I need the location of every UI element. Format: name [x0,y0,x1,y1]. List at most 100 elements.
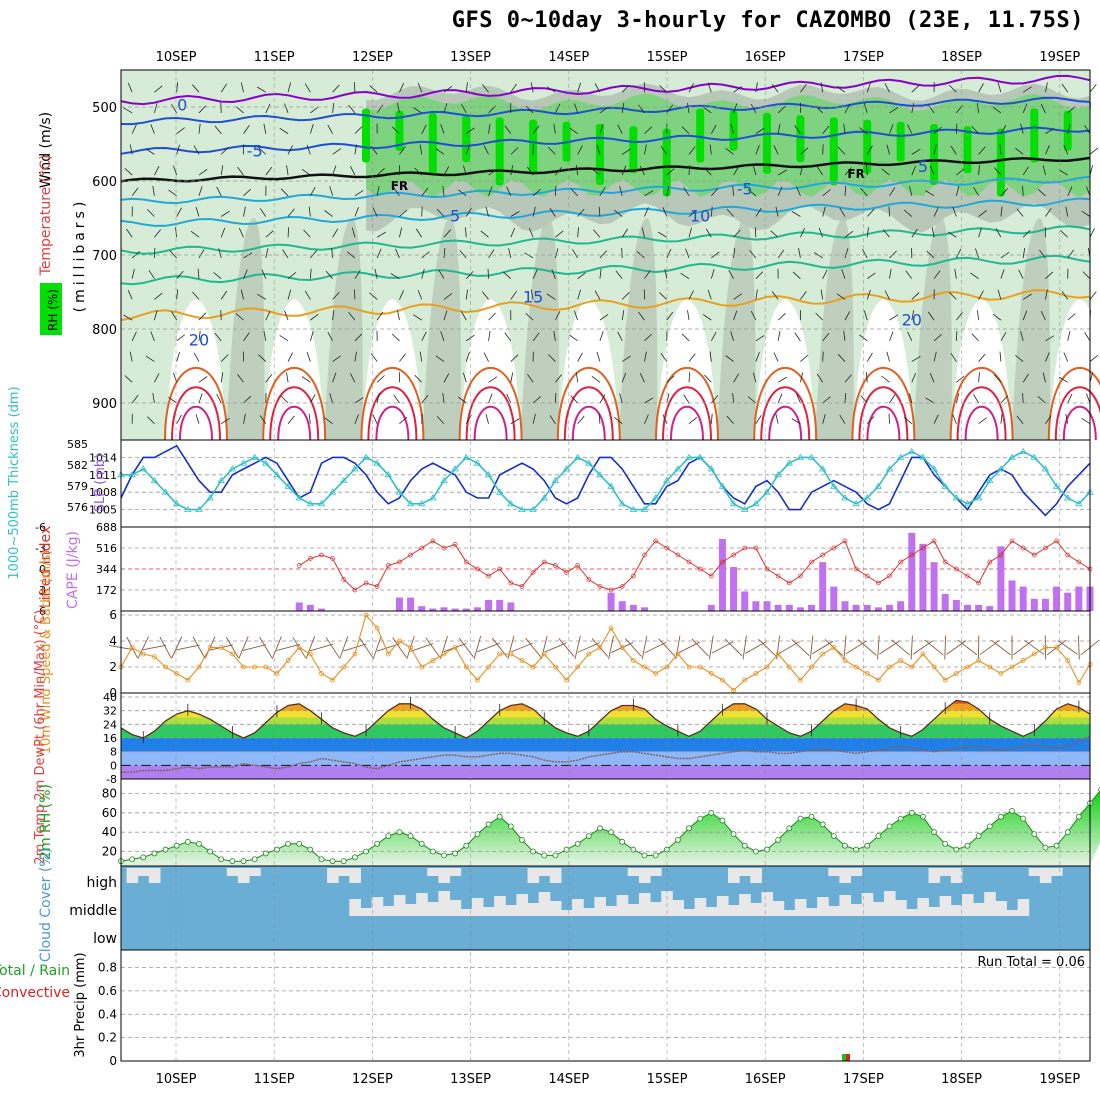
li-marker [809,559,814,565]
wind-barb [777,105,786,114]
wind-barb [220,310,222,321]
wind-barb [481,84,489,93]
wind-barb [488,169,498,176]
precip-tick-label: 0.6 [98,984,117,998]
wind-barb [617,124,623,134]
wind-barb [710,124,717,134]
wind-barb [816,373,824,383]
cloud-high-gap [750,868,762,883]
wind-barb [1045,145,1050,155]
isotherm-warm-loop [571,405,606,441]
rh-marker [975,833,982,839]
rh-dry-region [951,299,1012,440]
wind-barb [440,124,445,134]
isotherm-warm-loop [1054,386,1100,441]
cape-bar [841,601,849,611]
wind-barb [794,332,801,342]
isotherm-line [120,197,1091,227]
wind-barb [216,393,222,404]
wind-barb [662,207,668,217]
wind-barb [243,269,248,279]
wind-barb [688,353,696,362]
wind-barb [280,395,289,404]
cloud-high-gap [950,868,963,883]
wind-barb [709,351,712,362]
wind-barb [884,290,890,300]
thickness-marker [1019,447,1027,454]
cape-bar [819,562,827,611]
wind-barb [997,82,1002,93]
cloud-mid-gap [505,905,517,916]
surface-wind-barb [946,640,967,655]
contour-label: FR [847,167,864,181]
wind-barb [548,147,556,155]
temp-band [121,751,1090,766]
rh-marker [251,856,258,863]
wind-speed-marker [263,664,269,670]
li-marker [742,545,748,551]
wind-barb [822,189,831,197]
li-marker [530,570,536,575]
wind-barb [822,269,828,279]
wind-barb [710,268,715,279]
cloud-high-gap [1051,868,1063,876]
wind-barb [596,144,601,155]
surface-wind-barb [225,636,239,659]
surface-wind-barb [458,637,474,658]
cloud-mid-gap [839,895,852,916]
bottom-date-label: 15SEP [647,1072,688,1087]
wind-barb [304,83,311,93]
wind-barb [777,123,781,134]
thickness-marker [462,453,470,460]
rh-marker [285,840,291,847]
rh-marker [920,813,926,820]
wind-barb [435,148,445,155]
thickness-marker [239,459,248,466]
wind-barb [124,168,133,176]
thickness-marker [328,488,337,495]
cloud-mid-gap [794,899,807,916]
thickness-marker [674,465,682,472]
temp-band [121,700,1090,704]
wind-barb [822,144,824,155]
wind-barb [549,415,556,424]
wind-speed-marker [987,664,993,670]
cloud-high-gap [349,868,361,883]
wind-barb [485,413,489,424]
surface-wind-barb [742,635,747,660]
wind-barb [956,168,965,176]
wind-speed-marker [1076,680,1082,685]
rh-dry-region [755,299,816,440]
li-marker [564,570,569,575]
wind-barb [370,353,378,362]
cloud-mid-gap [783,910,796,916]
wind-barb [332,291,340,300]
wind-barb [465,144,470,155]
thickness-marker [217,476,225,483]
thickness-marker [651,494,660,501]
thickness-marker [729,500,738,507]
contour-label: 20 [189,330,209,349]
rh-marker [741,842,748,849]
wind-barb [237,166,244,176]
wind-barb [287,82,292,93]
wind-barb [458,189,467,197]
thickness-marker [1052,482,1061,489]
wind-barb [1040,310,1046,321]
wind-barb [1022,310,1028,321]
thickness-marker [362,453,370,460]
rh-marker [585,833,592,839]
cape-bar [440,607,448,611]
wind-speed-marker [608,625,614,631]
wind-barb [1022,185,1024,196]
wind-barb [978,146,986,155]
wind-barb [1015,354,1024,362]
wind-barb [814,252,823,259]
rh-marker [997,813,1004,820]
li-marker [608,587,614,593]
wind-barb [123,314,133,321]
li-marker [864,573,870,579]
wind-barb [265,310,271,321]
wind-barb [933,126,942,134]
wind-barb [265,103,271,114]
